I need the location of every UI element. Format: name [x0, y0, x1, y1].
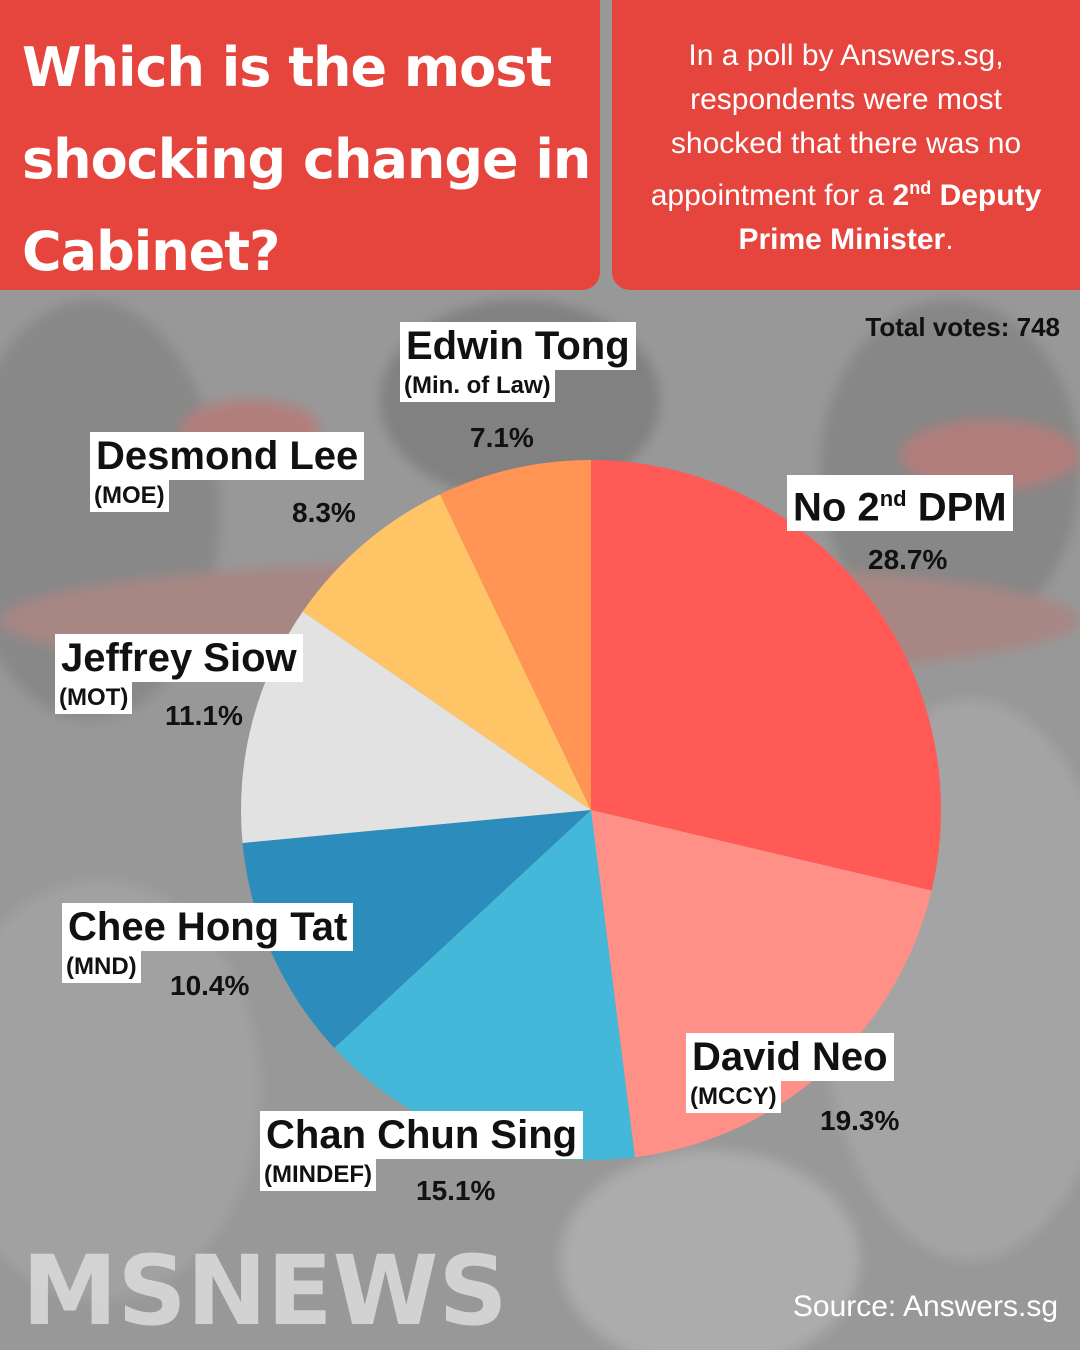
title-panel: [0, 0, 600, 290]
pie-slice-chee-hong-tat: [242, 810, 591, 1048]
slice-label-desmond-lee: Desmond Lee (MOE): [90, 432, 365, 512]
slice-value-david-neo: 19.3%: [820, 1105, 900, 1136]
pie-slice-david-neo: [591, 810, 932, 1158]
subtitle-text: In a poll by Answers.sg, respondents wer…: [650, 39, 1022, 212]
slice-value-jeffrey-siow: 11.1%: [165, 700, 243, 731]
subtitle: In a poll by Answers.sg, respondents wer…: [650, 39, 1042, 256]
msnews-logo: MSNEWS: [22, 1238, 508, 1338]
slice-value-edwin-tong: 7.1%: [470, 422, 534, 453]
pie-slice-no-2nd-dpm: [591, 460, 941, 891]
slice-value-desmond-lee: 8.3%: [292, 497, 356, 528]
source-credit: Source: Answers.sg: [792, 1290, 1058, 1323]
pie-slice-chan-chun-sing: [334, 810, 635, 1160]
slice-label-jeffrey-siow: Jeffrey Siow (MOT): [55, 634, 303, 714]
slice-label-david-neo: David Neo (MCCY): [686, 1033, 894, 1113]
pie-slice-jeffrey-siow: [241, 611, 592, 843]
slice-value-no-2nd-dpm: 28.7%: [868, 544, 948, 575]
slice-label-chan-chun-sing: Chan Chun Sing (MINDEF): [260, 1111, 584, 1191]
slice-label-chee-hong-tat: Chee Hong Tat (MND): [62, 903, 354, 983]
subtitle-emphasis: 2nd Deputy Prime Minister: [738, 178, 1042, 256]
logo-text: MSNEWS: [22, 1238, 508, 1338]
slice-value-chee-hong-tat: 10.4%: [170, 970, 250, 1001]
total-votes: Total votes: 748: [865, 312, 1060, 342]
subtitle-panel: [612, 0, 1080, 290]
slice-value-chan-chun-sing: 15.1%: [416, 1175, 496, 1206]
slice-label-edwin-tong: Edwin Tong (Min. of Law): [400, 322, 636, 402]
pie-slice-desmond-lee: [302, 494, 591, 810]
title: Which is the most shocking change in Cab…: [22, 36, 591, 283]
pie-slice-edwin-tong: [439, 460, 591, 810]
slice-label-no-2nd-dpm: No 2nd DPM: [787, 475, 1013, 532]
